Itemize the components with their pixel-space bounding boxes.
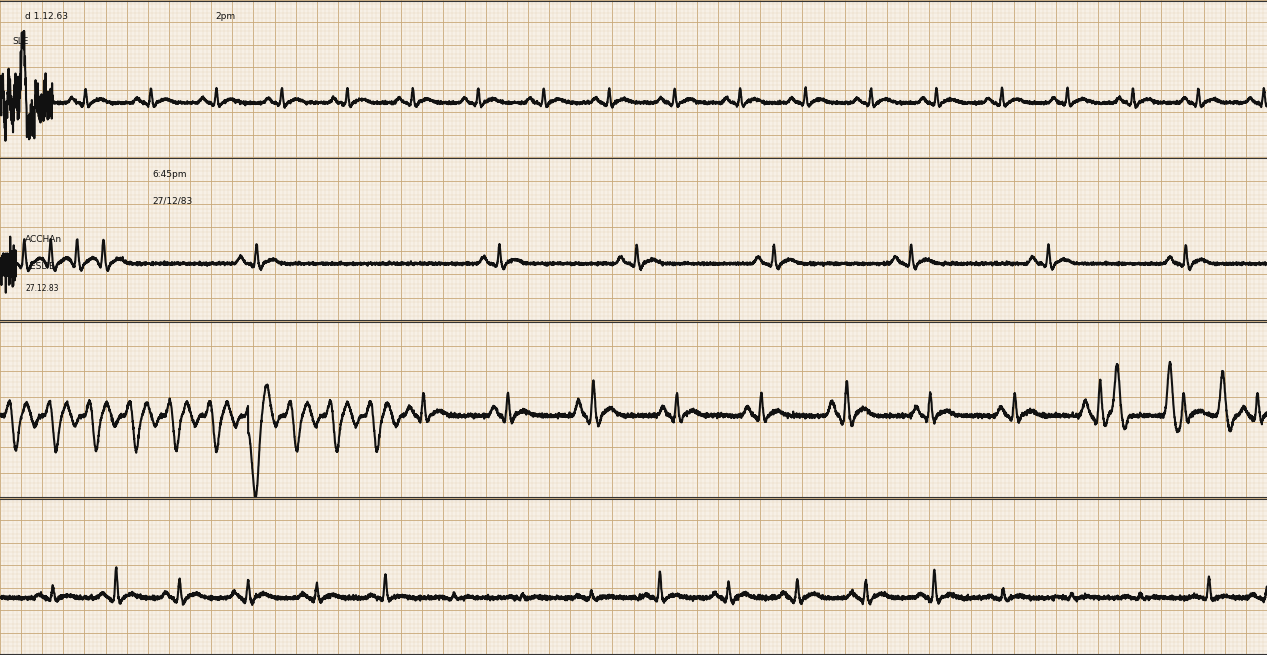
Text: 6:45pm: 6:45pm bbox=[152, 170, 186, 179]
Text: ACCHAn: ACCHAn bbox=[25, 235, 62, 244]
Text: LESLIE: LESLIE bbox=[25, 261, 54, 271]
Text: 27/12/83: 27/12/83 bbox=[152, 196, 193, 205]
Text: 27.12.83: 27.12.83 bbox=[25, 284, 58, 293]
Text: 2pm: 2pm bbox=[215, 12, 236, 21]
Text: SLE: SLE bbox=[13, 37, 29, 46]
Text: d 1.12.63: d 1.12.63 bbox=[25, 12, 68, 21]
